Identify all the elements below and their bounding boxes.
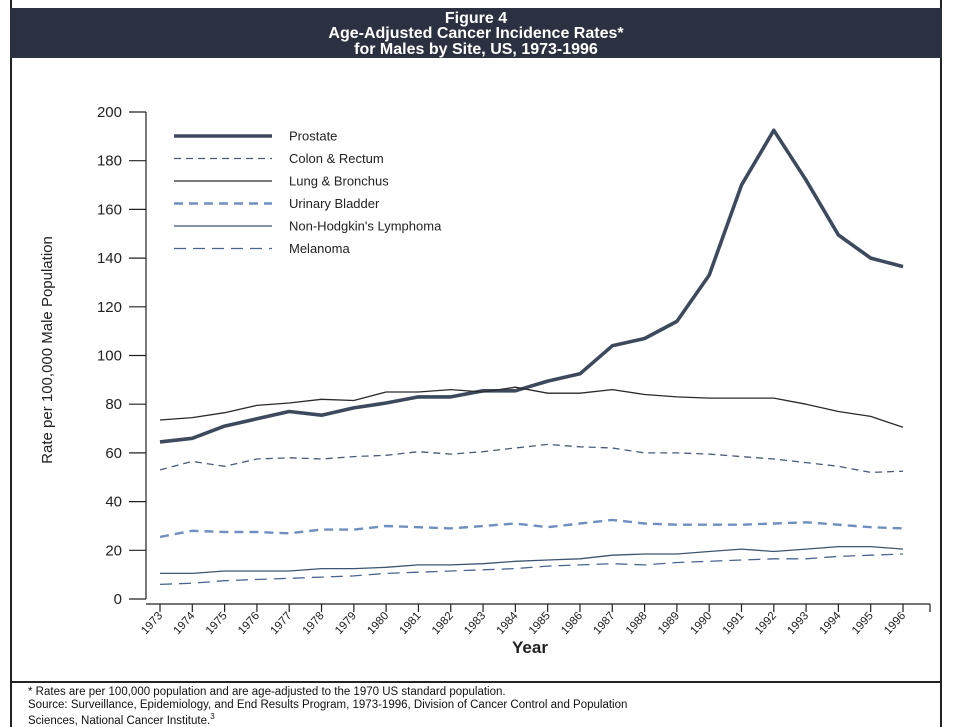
y-tick-label: 20 [105,542,122,559]
y-tick-label: 0 [114,591,122,608]
x-tick-label: 1992 [753,610,779,637]
y-tick-label: 120 [97,299,122,316]
x-tick-label: 1996 [882,610,908,637]
y-axis-title: Rate per 100,000 Male Population [39,236,56,464]
x-axis: 1973 1974 1975 1976 1977 1978 1979 1980 1981 1982… [139,603,931,637]
y-tick-label: 80 [105,396,122,413]
x-tick-label: 1988 [624,610,650,637]
x-tick-label: 1985 [527,610,553,637]
figure-subtitle: for Males by Site, US, 1973-1996 [354,41,598,58]
legend-label: Melanoma [289,241,350,256]
footnote-divider [10,681,942,683]
chart-legend: Prostate Colon & Rectum Lung & Bronchus Uri… [174,129,442,256]
x-tick-label: 1979 [333,610,359,637]
y-tick-label: 200 [97,104,122,121]
figure-title: Age-Adjusted Cancer Incidence Rates* [328,25,624,42]
source-line-2: Sciences, National Cancer Institute.3 [28,711,928,727]
series-line-melanoma [159,553,904,586]
x-tick-label: 1976 [236,610,262,637]
x-tick-label: 1990 [688,610,714,637]
figure-label: Figure 4 [444,10,508,27]
source-text: Sciences, National Cancer Institute. [28,714,211,727]
legend-label: Lung & Bronchus [289,174,389,189]
y-tick-label: 140 [97,250,122,267]
x-axis-title: Year [512,638,548,657]
x-tick-label: 1987 [591,610,617,637]
x-tick-label: 1995 [850,610,876,637]
x-tick-label: 1986 [559,610,585,637]
legend-label: Urinary Bladder [289,196,380,211]
y-tick-label: 60 [105,445,122,462]
figure-title-bar: Figure 4 Age-Adjusted Cancer Incidence R… [10,8,942,58]
x-tick-label: 1983 [462,610,488,637]
series-line-prostate [159,128,904,444]
x-tick-label: 1975 [204,610,230,637]
chart-notes: * Rates are per 100,000 population and a… [28,686,928,727]
series-line-non-hodgkin-s-lymphoma [160,545,904,575]
x-tick-label: 1989 [656,610,682,637]
y-tick-label: 40 [105,494,122,511]
x-tick-label: 1991 [721,610,747,637]
figure-frame [10,0,942,727]
y-tick-label: 180 [97,153,122,170]
x-tick-label: 1993 [785,610,811,637]
source-line-1: Source: Surveillance, Epidemiology, and … [28,698,628,711]
x-tick-label: 1974 [171,610,197,637]
x-tick-label: 1978 [301,610,327,637]
x-tick-label: 1981 [398,610,424,637]
legend-label: Prostate [289,129,337,144]
x-tick-label: 1977 [268,610,294,637]
source-superscript: 3 [210,712,215,721]
footnote-text: * Rates are per 100,000 population and a… [28,686,506,698]
x-tick-label: 1973 [139,610,165,637]
legend-label: Colon & Rectum [289,151,384,166]
y-tick-label: 160 [97,201,122,218]
x-tick-label: 1994 [818,610,844,637]
x-tick-label: 1982 [430,610,456,637]
series-layer [159,128,904,586]
x-tick-label: 1984 [495,610,521,637]
x-tick-label: 1980 [365,610,391,637]
legend-label: Non-Hodgkin's Lymphoma [289,219,442,234]
y-axis: 0 20 40 60 80 100 120 140 160 180 200 [97,104,147,608]
y-tick-label: 100 [97,348,122,365]
series-line-lung-bronchus [159,386,904,428]
series-line-urinary-bladder [159,518,904,539]
series-line-colon-rectum [159,443,904,474]
